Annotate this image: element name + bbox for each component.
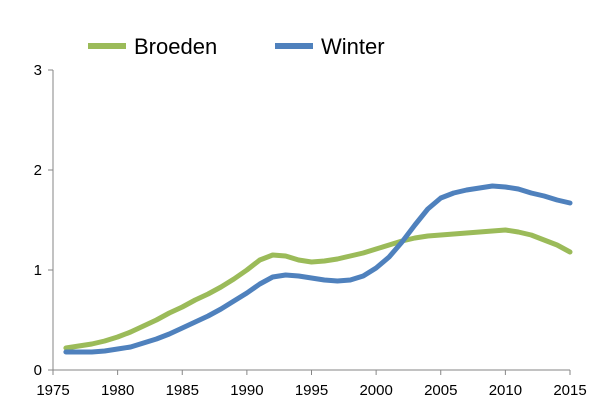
legend-label-winter: Winter: [321, 34, 385, 59]
x-tick-label: 1995: [295, 382, 328, 399]
x-tick-label: 1980: [101, 382, 134, 399]
x-tick-label: 1985: [166, 382, 199, 399]
axes: [52, 70, 570, 371]
legend: Broeden Winter: [88, 34, 385, 59]
x-tick-label: 2005: [424, 382, 457, 399]
y-axis-ticks: 0 1 2 3: [34, 62, 53, 379]
x-axis-ticks: 1975 1980 1985 1990 1995 2000 2005 2010 2015: [36, 370, 587, 399]
x-tick-label: 2015: [553, 382, 586, 399]
series-line-winter: [63, 183, 573, 355]
x-tick-label: 1975: [36, 382, 69, 399]
y-tick-label: 1: [34, 262, 42, 279]
series-line-broeden: [63, 227, 573, 351]
legend-label-broeden: Broeden: [134, 34, 217, 59]
y-tick-label: 3: [34, 62, 42, 79]
x-tick-label: 2000: [359, 382, 392, 399]
x-tick-label: 1990: [230, 382, 263, 399]
y-tick-label: 0: [34, 362, 42, 379]
y-tick-label: 2: [34, 162, 42, 179]
x-tick-label: 2010: [489, 382, 522, 399]
series-lines: [63, 183, 573, 355]
